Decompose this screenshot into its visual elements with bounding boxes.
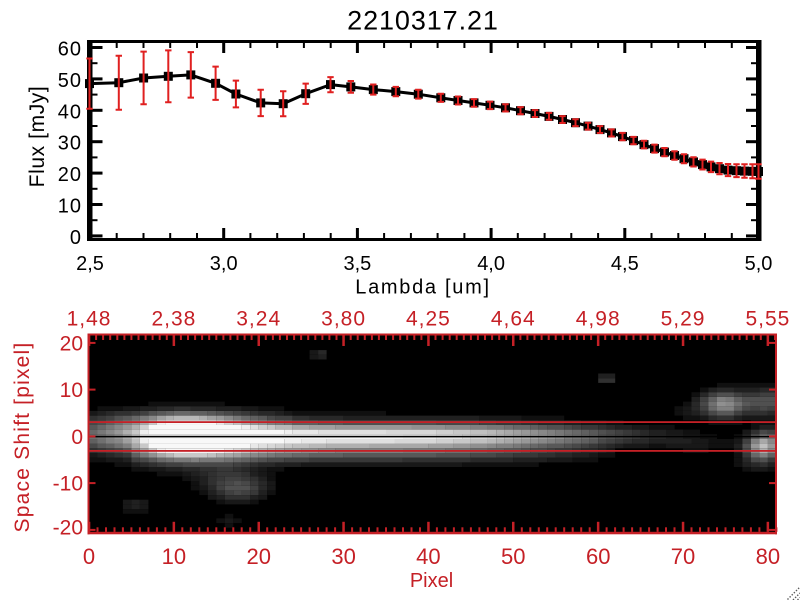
svg-text:20: 20: [246, 544, 270, 569]
svg-text:1,48: 1,48: [67, 308, 112, 331]
svg-text:3,80: 3,80: [321, 308, 366, 331]
svg-text:Lambda [um]: Lambda [um]: [355, 277, 490, 299]
svg-text:50: 50: [58, 70, 82, 92]
svg-text:2210317.21: 2210317.21: [347, 6, 499, 36]
svg-text:Space Shift [pixel]: Space Shift [pixel]: [11, 342, 34, 533]
svg-text:5,29: 5,29: [661, 308, 706, 331]
svg-text:3,24: 3,24: [236, 308, 281, 331]
svg-text:5,0: 5,0: [745, 253, 773, 275]
svg-text:60: 60: [586, 544, 610, 569]
svg-text:5,55: 5,55: [745, 308, 790, 331]
svg-text:4,64: 4,64: [491, 308, 536, 331]
svg-text:40: 40: [416, 544, 440, 569]
svg-text:20: 20: [60, 332, 83, 355]
svg-text:2,38: 2,38: [151, 308, 196, 331]
svg-text:2,5: 2,5: [76, 253, 104, 275]
svg-text:30: 30: [58, 133, 82, 155]
svg-text:30: 30: [331, 544, 355, 569]
svg-text:Pixel: Pixel: [410, 570, 453, 592]
svg-text:20: 20: [58, 164, 82, 186]
svg-text:10: 10: [60, 379, 83, 402]
svg-text:3,5: 3,5: [343, 253, 371, 275]
svg-text:60: 60: [58, 39, 82, 61]
svg-text:4,0: 4,0: [477, 253, 505, 275]
svg-text:4,5: 4,5: [611, 253, 639, 275]
svg-text:50: 50: [501, 544, 525, 569]
svg-text:4,25: 4,25: [406, 308, 451, 331]
svg-text:80: 80: [756, 544, 780, 569]
svg-text:4,98: 4,98: [576, 308, 621, 331]
svg-text:40: 40: [58, 101, 82, 123]
svg-text:10: 10: [58, 196, 82, 218]
svg-text:0: 0: [70, 227, 82, 249]
svg-text:-20: -20: [53, 516, 83, 539]
svg-text:70: 70: [671, 544, 695, 569]
svg-text:3,0: 3,0: [210, 253, 238, 275]
svg-text:-10: -10: [53, 473, 83, 496]
svg-text:0: 0: [83, 544, 95, 569]
svg-text:10: 10: [162, 544, 186, 569]
svg-text:Flux [mJy]: Flux [mJy]: [26, 86, 49, 188]
svg-text:0: 0: [71, 426, 83, 449]
